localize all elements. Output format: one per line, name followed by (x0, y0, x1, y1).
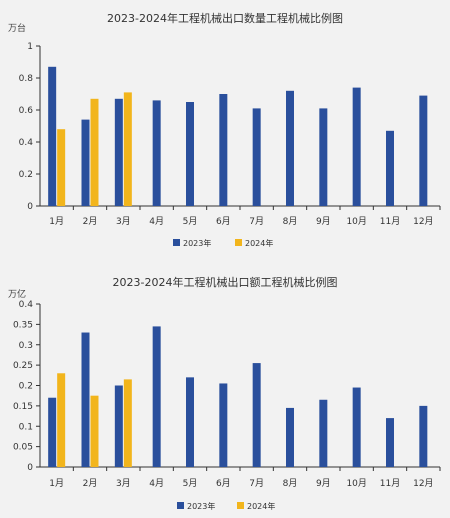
x-tick-label: 11月 (380, 478, 400, 489)
x-tick-label: 1月 (49, 216, 64, 227)
x-tick-label: 8月 (283, 478, 298, 489)
legend: 2023年 2024年 (177, 501, 275, 511)
x-tick-label: 9月 (316, 216, 331, 227)
x-tick-label: 2月 (83, 216, 98, 227)
legend: 2023年 2024年 (173, 238, 273, 248)
y-tick-label: 0.8 (19, 74, 34, 84)
legend-swatch-2024 (237, 502, 244, 509)
y-unit-label: 万台 (8, 22, 26, 34)
x-tick-label: 5月 (183, 478, 198, 489)
x-tick-label: 12月 (413, 478, 433, 489)
bar-2024 (123, 379, 132, 467)
y-tick-label: 0.35 (13, 320, 33, 330)
bar-2023 (352, 87, 361, 206)
x-tick-label: 7月 (249, 478, 264, 489)
bar-2023 (319, 108, 328, 206)
bar-2023 (386, 418, 394, 467)
bar-2023 (186, 102, 194, 206)
bar-2023 (114, 385, 123, 467)
bar-2023 (419, 405, 428, 467)
x-tick-label: 3月 (116, 216, 131, 227)
legend-label-2023: 2023年 (183, 238, 211, 248)
bar-2023 (419, 95, 428, 206)
y-tick-label: 0.05 (13, 443, 33, 453)
x-tick-label: 10月 (346, 216, 366, 227)
x-tick-label: 7月 (249, 216, 264, 227)
bar-2023 (219, 94, 228, 206)
bar-2023 (81, 332, 90, 467)
legend-label-2024: 2024年 (245, 238, 273, 248)
x-tick-label: 1月 (49, 478, 64, 489)
legend-label-2023: 2023年 (187, 501, 215, 511)
bar-2023 (252, 363, 261, 467)
x-tick-label: 4月 (149, 216, 164, 227)
x-tick-label: 6月 (216, 216, 231, 227)
bar-2023 (252, 108, 261, 206)
export-quantity-chart: 2023-2024年工程机械出口数量工程机械比例图 万台 0 0.2 0.4 0.6 0… (8, 11, 441, 248)
bar-2023 (48, 397, 57, 467)
x-tick-label: 11月 (380, 216, 400, 227)
x-tick-label: 8月 (283, 216, 298, 227)
bar-2023 (81, 119, 90, 206)
x-tick-label: 3月 (116, 478, 131, 489)
bar-2023 (186, 377, 194, 467)
x-tick-label: 12月 (413, 216, 433, 227)
x-tick-label: 6月 (216, 478, 231, 489)
bar-2024 (90, 395, 99, 467)
y-tick-label: 0.2 (19, 170, 33, 180)
legend-label-2024: 2024年 (247, 501, 275, 511)
bar-2023 (319, 399, 328, 467)
bar-2023 (152, 326, 161, 467)
bar-2023 (219, 383, 228, 467)
y-tick-label: 0.15 (13, 402, 33, 412)
y-tick-label: 0 (27, 463, 33, 473)
chart-title: 2023-2024年工程机械出口额工程机械比例图 (113, 275, 338, 289)
bar-2023 (386, 130, 394, 206)
y-tick-label: 0.6 (19, 106, 34, 116)
bar-2023 (152, 100, 161, 206)
bar-2023 (286, 90, 294, 206)
y-tick-label: 1 (27, 42, 33, 52)
x-tick-label: 2月 (83, 478, 98, 489)
chart-title: 2023-2024年工程机械出口数量工程机械比例图 (107, 11, 343, 25)
x-tick-label: 4月 (149, 478, 164, 489)
bar-2024 (57, 129, 66, 206)
y-tick-label: 0.4 (19, 300, 34, 310)
legend-swatch-2023 (177, 502, 184, 509)
x-tick-label: 5月 (183, 216, 198, 227)
export-value-chart: 2023-2024年工程机械出口额工程机械比例图 万亿 0 0.05 0.1 0.15… (8, 275, 441, 511)
bar-2023 (114, 98, 123, 206)
x-tick-label: 10月 (346, 478, 366, 489)
plot-area: 0 0.05 0.1 0.15 0.2 0.25 0.3 0.35 0.4 1月 2月 3月 4月 5月 6… (13, 300, 441, 489)
y-tick-label: 0.3 (19, 341, 33, 351)
bar-2023 (286, 407, 294, 467)
bar-2024 (123, 92, 132, 206)
legend-swatch-2024 (235, 239, 242, 246)
x-tick-label: 9月 (316, 478, 331, 489)
y-tick-label: 0 (27, 202, 33, 212)
y-tick-label: 0.25 (13, 361, 33, 371)
y-tick-label: 0.1 (19, 422, 33, 432)
bar-2024 (57, 373, 66, 467)
bar-2024 (90, 98, 99, 206)
bar-2023 (352, 387, 361, 467)
y-tick-label: 0.4 (19, 138, 34, 148)
y-tick-label: 0.2 (19, 382, 33, 392)
legend-swatch-2023 (173, 239, 180, 246)
y-unit-label: 万亿 (8, 288, 26, 300)
bar-2023 (48, 66, 57, 206)
